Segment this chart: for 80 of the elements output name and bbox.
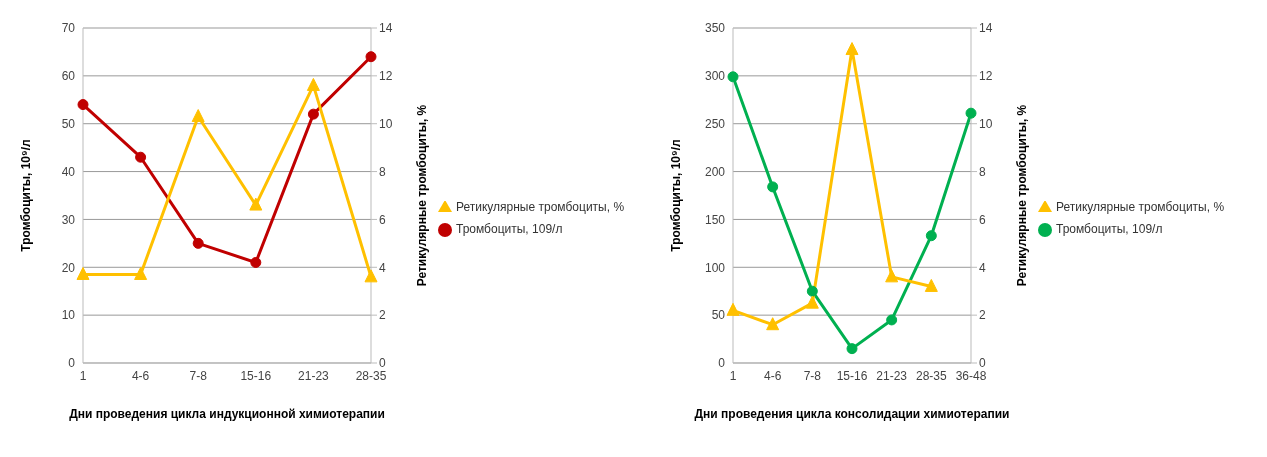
y2-tick-label: 8 (979, 164, 986, 179)
y-tick-label: 0 (68, 356, 76, 371)
legend-label: Тромбоциты, 109/л (1056, 222, 1163, 236)
y-tick-label: 30 (61, 212, 76, 227)
point (886, 314, 898, 326)
point (76, 266, 90, 280)
point (306, 77, 320, 91)
legend-label: Ретикулярные тромбоциты, % (1056, 200, 1225, 214)
y-tick-label: 70 (61, 21, 76, 36)
y-tick-label: 20 (61, 260, 76, 275)
y2-tick-label: 0 (979, 356, 986, 371)
y-tick-label: 250 (704, 116, 726, 131)
point (192, 237, 204, 249)
y2-tick-label: 2 (979, 308, 986, 323)
y2-tick-label: 8 (379, 164, 386, 179)
x-axis-title: Дни проведения цикла консолидации химиотерапии (694, 407, 1010, 421)
y-axis-title: Тромбоциты, 10⁹/л (669, 139, 684, 252)
y2-tick-label: 10 (979, 116, 993, 131)
point (885, 269, 899, 283)
point (846, 343, 858, 355)
y2-tick-label: 4 (379, 260, 386, 275)
y-tick-label: 10 (61, 308, 76, 323)
y-tick-label: 0 (718, 356, 726, 371)
point (726, 302, 740, 316)
legend-label: Тромбоциты, 109/л (456, 222, 563, 236)
y2-tick-label: 12 (379, 69, 393, 84)
x-tick-label: 21-23 (876, 368, 908, 383)
legend-label: Ретикулярные тромбоциты, % (456, 200, 625, 214)
y2-tick-label: 12 (979, 69, 993, 84)
point (727, 71, 739, 83)
y-tick-label: 100 (704, 260, 726, 275)
x-tick-label: 4-6 (131, 368, 150, 383)
x-tick-label: 15-16 (836, 368, 868, 383)
point (250, 257, 262, 268)
point (965, 107, 977, 119)
y2-tick-label: 6 (379, 212, 386, 227)
x-tick-label: 21-23 (298, 368, 330, 383)
y2-tick-label: 6 (979, 212, 986, 227)
y-axis-title: Тромбоциты, 10⁹/л (19, 139, 34, 252)
x-tick-label: 7-8 (189, 368, 208, 383)
x-tick-label: 1 (729, 368, 737, 383)
x-tick-label: 1 (79, 368, 87, 383)
point (766, 317, 780, 331)
y2-axis-title: Ретикулярные тромбоциты, % (415, 104, 430, 287)
point (249, 197, 263, 211)
point (805, 295, 819, 309)
x-tick-label: 28-35 (915, 368, 947, 383)
x-tick-label: 36-48 (955, 368, 987, 383)
y-tick-label: 200 (704, 164, 726, 179)
y2-axis-title: Ретикулярные тромбоциты, % (1015, 104, 1030, 287)
y2-tick-label: 0 (379, 356, 386, 371)
y-tick-label: 300 (704, 69, 726, 84)
point (365, 51, 377, 63)
point (806, 285, 818, 297)
point (191, 109, 205, 123)
x-tick-label: 4-6 (763, 368, 782, 383)
point (924, 278, 938, 292)
point (364, 269, 378, 283)
y2-tick-label: 10 (379, 116, 393, 131)
point (134, 266, 148, 280)
x-axis-title: Дни проведения цикла индукционной химиотерапии (69, 407, 385, 421)
y-tick-label: 50 (61, 116, 76, 131)
x-tick-label: 7-8 (803, 368, 822, 383)
y-tick-label: 60 (61, 69, 76, 84)
point (767, 181, 779, 193)
y-tick-label: 350 (704, 21, 726, 36)
y-tick-label: 150 (704, 212, 726, 227)
y-tick-label: 50 (711, 308, 726, 323)
point (925, 230, 937, 242)
y2-tick-label: 14 (379, 21, 393, 36)
point (77, 99, 89, 111)
point (307, 108, 319, 120)
y-tick-label: 40 (61, 164, 76, 179)
x-tick-label: 15-16 (240, 368, 272, 383)
y2-tick-label: 4 (979, 260, 986, 275)
y2-tick-label: 14 (979, 21, 993, 36)
point (845, 42, 859, 56)
point (135, 151, 147, 163)
y2-tick-label: 2 (379, 308, 386, 323)
x-tick-label: 28-35 (355, 368, 387, 383)
